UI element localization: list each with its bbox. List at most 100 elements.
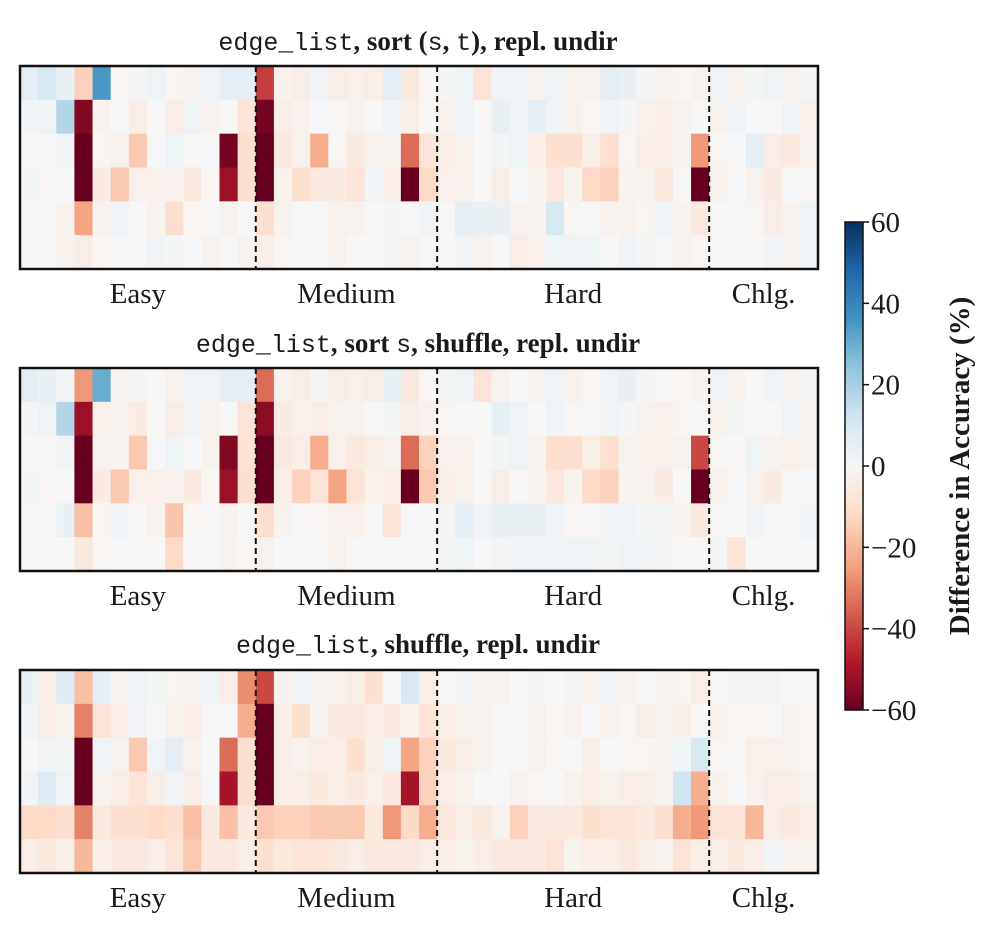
heatmap-cell — [128, 66, 148, 101]
heatmap-cell — [745, 435, 765, 471]
heatmap-cell — [781, 737, 801, 773]
heatmap-cell — [255, 435, 275, 471]
heatmap-cell — [201, 469, 221, 504]
heatmap-cell — [20, 167, 39, 202]
heatmap-cell — [654, 435, 674, 471]
heatmap-cell — [672, 839, 692, 874]
heatmap-cell — [618, 537, 638, 572]
heatmap-cell — [709, 805, 728, 840]
heatmap-cell — [56, 66, 76, 101]
heatmap-cell — [219, 435, 239, 471]
heatmap-cell — [582, 99, 601, 135]
heatmap-cell — [92, 737, 112, 773]
heatmap-cell — [654, 167, 674, 202]
heatmap-cell — [600, 401, 620, 437]
heatmap-cell — [745, 805, 765, 840]
heatmap-cell — [255, 401, 275, 437]
heatmap-cell — [491, 66, 511, 101]
heatmap-cell — [473, 133, 493, 169]
heatmap-cell — [292, 537, 311, 572]
heatmap-cell — [763, 670, 783, 705]
heatmap-cell — [38, 771, 57, 806]
heatmap-cell — [219, 839, 239, 874]
panel-3-frame — [18, 668, 820, 875]
heatmap-cell — [437, 235, 456, 270]
heatmap-cell — [273, 537, 293, 572]
heatmap-cell — [600, 435, 620, 471]
heatmap-cell — [74, 167, 94, 202]
heatmap-cell — [763, 99, 783, 135]
heatmap-cell — [781, 368, 801, 403]
heatmap-cell — [781, 235, 801, 270]
heatmap-cell — [38, 435, 57, 471]
heatmap-cell — [38, 737, 57, 773]
heatmap-cell — [20, 737, 39, 773]
heatmap-cell — [582, 235, 601, 270]
heatmap-cell — [165, 703, 184, 739]
heatmap-cell — [165, 771, 184, 806]
heatmap-cell — [781, 469, 801, 504]
heatmap-cell — [691, 839, 710, 874]
heatmap-cell — [727, 503, 747, 538]
heatmap-cell — [110, 503, 130, 538]
heatmap-cell — [183, 133, 202, 169]
heatmap-cell — [237, 368, 257, 403]
heatmap-cell — [346, 703, 366, 739]
heatmap-cell — [600, 503, 620, 538]
heatmap-cell — [564, 133, 583, 169]
heatmap-cell — [310, 805, 329, 840]
heatmap-cell — [20, 469, 39, 504]
heatmap-cell — [745, 201, 765, 236]
heatmap-cell — [382, 435, 402, 471]
heatmap-cell — [491, 368, 511, 403]
heatmap-cell — [146, 771, 166, 806]
heatmap-cell — [292, 235, 311, 270]
heatmap-cell — [237, 99, 257, 135]
heatmap-cell — [346, 503, 366, 538]
heatmap-cell — [527, 435, 547, 471]
heatmap-cell — [564, 503, 583, 538]
heatmap-cell — [364, 839, 384, 874]
heatmap-cell — [691, 737, 710, 773]
heatmap-cell — [328, 737, 348, 773]
heatmap-cell — [364, 670, 384, 705]
heatmap-cell — [128, 167, 148, 202]
heatmap-cell — [727, 805, 747, 840]
heatmap-cell — [38, 703, 57, 739]
heatmap-cell — [618, 737, 638, 773]
heatmap-cell — [545, 469, 565, 504]
heatmap-cell — [38, 66, 57, 101]
heatmap-cell — [128, 839, 148, 874]
heatmap-cell — [727, 99, 747, 135]
heatmap-cell — [509, 435, 529, 471]
heatmap-cell — [400, 435, 420, 471]
heatmap-cell — [709, 401, 728, 437]
heatmap-cell — [146, 133, 166, 169]
heatmap-cell — [92, 805, 112, 840]
heatmap-cell — [781, 201, 801, 236]
heatmap-cell — [292, 469, 311, 504]
panel-2-title-part: , sort — [331, 328, 396, 358]
heatmap-cell — [56, 703, 76, 739]
heatmap-cell — [564, 368, 583, 403]
heatmap-cell — [545, 201, 565, 236]
heatmap-cell — [128, 771, 148, 806]
heatmap-cell — [20, 401, 39, 437]
heatmap-cell — [364, 66, 384, 101]
heatmap-cell — [310, 435, 329, 471]
heatmap-cell — [636, 435, 656, 471]
heatmap-cell — [165, 537, 184, 572]
heatmap-cell — [455, 99, 475, 135]
heatmap-cell — [582, 201, 601, 236]
heatmap-cell — [183, 201, 202, 236]
heatmap-cell — [527, 167, 547, 202]
heatmap-cell — [400, 670, 420, 705]
heatmap-cell — [273, 503, 293, 538]
heatmap-cell — [473, 771, 493, 806]
heatmap-cell — [165, 99, 184, 135]
heatmap-cell — [219, 99, 239, 135]
heatmap-cell — [545, 99, 565, 135]
heatmap-cell — [38, 133, 57, 169]
heatmap-cell — [618, 66, 638, 101]
colorbar-tick-label: 0 — [871, 451, 886, 483]
